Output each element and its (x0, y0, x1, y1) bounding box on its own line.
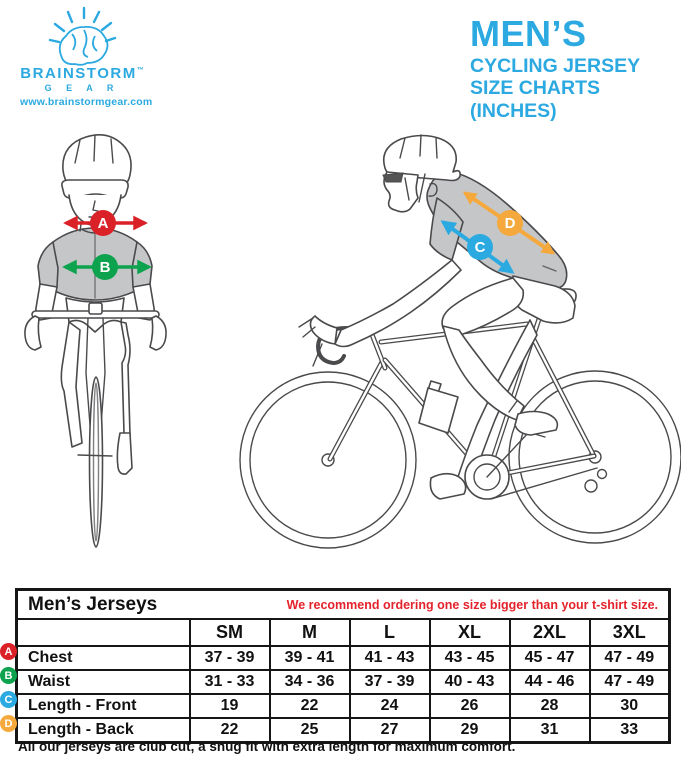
length-back-sm: 22 (188, 717, 271, 744)
row-marker-length-front: C (0, 691, 17, 708)
row-label: Chest (15, 645, 191, 671)
size-header-empty-cell (15, 618, 191, 647)
table-title: Men’s Jerseys (28, 593, 158, 615)
cyclist-side-view-diagram: D C (239, 134, 681, 549)
length-back-xl: 29 (428, 717, 511, 744)
brand-logo: BRAINSTORM™ G E A R www.brainstormgear.c… (20, 4, 153, 108)
row-label: Length - Back (15, 717, 191, 744)
row-label: Waist (15, 669, 191, 695)
waist-sm: 31 - 33 (188, 669, 271, 695)
length-front-measure-arrow: C (440, 220, 515, 274)
chest-measure-arrow: A (63, 210, 148, 236)
size-header-l: L (348, 618, 431, 647)
size-chart-table: Men’s Jerseys We recommend ordering one … (15, 588, 672, 744)
size-table-section: A B C D Men’s Jerseys We recommend order… (0, 588, 672, 744)
length-back-m: 25 (268, 717, 351, 744)
table-row-waist: Waist 31 - 33 34 - 36 37 - 39 40 - 43 44… (15, 669, 671, 695)
title-line-2: CYCLING JERSEY (470, 55, 641, 77)
chest-xl: 43 - 45 (428, 645, 511, 671)
length-back-l: 27 (348, 717, 431, 744)
brand-website: www.brainstormgear.com (20, 95, 153, 108)
waist-l: 37 - 39 (348, 669, 431, 695)
length-front-2xl: 28 (508, 693, 591, 719)
table-row-chest: Chest 37 - 39 39 - 41 41 - 43 43 - 45 45… (15, 645, 671, 671)
length-back-3xl: 33 (588, 717, 671, 744)
chest-m: 39 - 41 (268, 645, 351, 671)
page-title: MEN’S CYCLING JERSEY SIZE CHARTS (INCHES… (470, 16, 681, 122)
trademark-symbol: ™ (136, 67, 144, 74)
fit-note: All our jerseys are club cut, a snug fit… (18, 739, 516, 754)
chest-3xl: 47 - 49 (588, 645, 671, 671)
waist-3xl: 47 - 49 (588, 669, 671, 695)
length-front-xl: 26 (428, 693, 511, 719)
table-row-length-back: Length - Back 22 25 27 29 31 33 (15, 717, 671, 744)
title-line-3: SIZE CHARTS (INCHES) (470, 77, 601, 122)
size-header-xl: XL (428, 618, 511, 647)
waist-measure-arrow: B (62, 254, 152, 280)
marker-b-letter: B (100, 259, 111, 276)
table-row-length-front: Length - Front 19 22 24 26 28 30 (15, 693, 671, 719)
chest-l: 41 - 43 (348, 645, 431, 671)
size-header-sm: SM (188, 618, 271, 647)
cyclist-front-view-diagram: A B (24, 134, 167, 548)
row-marker-length-back: D (0, 715, 17, 732)
waist-2xl: 44 - 46 (508, 669, 591, 695)
size-header-m: M (268, 618, 351, 647)
table-sizing-note: We recommend ordering one size bigger th… (286, 597, 659, 612)
length-front-m: 22 (268, 693, 351, 719)
row-marker-chest: A (0, 643, 17, 660)
brand-name: BRAINSTORM™ (20, 65, 144, 82)
brain-logo-icon (48, 6, 117, 66)
length-back-2xl: 31 (508, 717, 591, 744)
title-line-1: MEN’S (470, 13, 587, 54)
waist-xl: 40 - 43 (428, 669, 511, 695)
size-header-2xl: 2XL (508, 618, 591, 647)
length-front-l: 24 (348, 693, 431, 719)
measurement-illustrations: A B (0, 125, 681, 585)
waist-m: 34 - 36 (268, 669, 351, 695)
length-front-sm: 19 (188, 693, 271, 719)
brand-subname: G E A R (44, 82, 120, 93)
table-title-row: Men’s Jerseys We recommend ordering one … (15, 588, 671, 620)
marker-d-letter: D (505, 215, 516, 232)
length-front-3xl: 30 (588, 693, 671, 719)
size-header-row: SM M L XL 2XL 3XL (15, 618, 671, 647)
marker-a-letter: A (98, 215, 109, 232)
size-header-3xl: 3XL (588, 618, 671, 647)
marker-c-letter: C (475, 239, 486, 256)
row-marker-waist: B (0, 667, 17, 684)
row-label: Length - Front (15, 693, 191, 719)
chest-2xl: 45 - 47 (508, 645, 591, 671)
chest-sm: 37 - 39 (188, 645, 271, 671)
